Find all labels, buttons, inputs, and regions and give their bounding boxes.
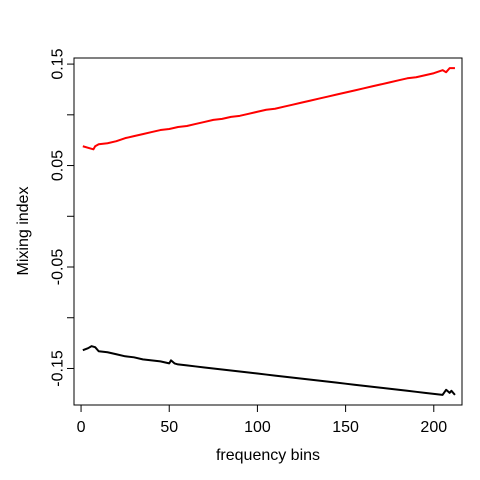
series-line-2: [82, 345, 456, 396]
y-axis: -0.15 -0.05 0.05 0.15: [50, 48, 75, 387]
series-layer: [82, 67, 456, 396]
y-tick-label: -0.05: [50, 249, 67, 286]
x-tick-label: 150: [332, 419, 359, 436]
x-tick-label: 200: [420, 419, 447, 436]
y-tick-label: 0.05: [50, 150, 67, 181]
y-tick-label: -0.15: [50, 350, 67, 387]
y-tick-label: 0.15: [50, 48, 67, 79]
x-tick-label: 50: [160, 419, 178, 436]
x-axis: 0 50 100 150 200: [77, 404, 447, 436]
x-tick-label: 0: [77, 419, 86, 436]
x-axis-label: frequency bins: [216, 447, 320, 464]
series-line-1: [82, 67, 455, 151]
y-axis-label: Mixing index: [15, 187, 32, 276]
x-tick-label: 100: [244, 419, 271, 436]
